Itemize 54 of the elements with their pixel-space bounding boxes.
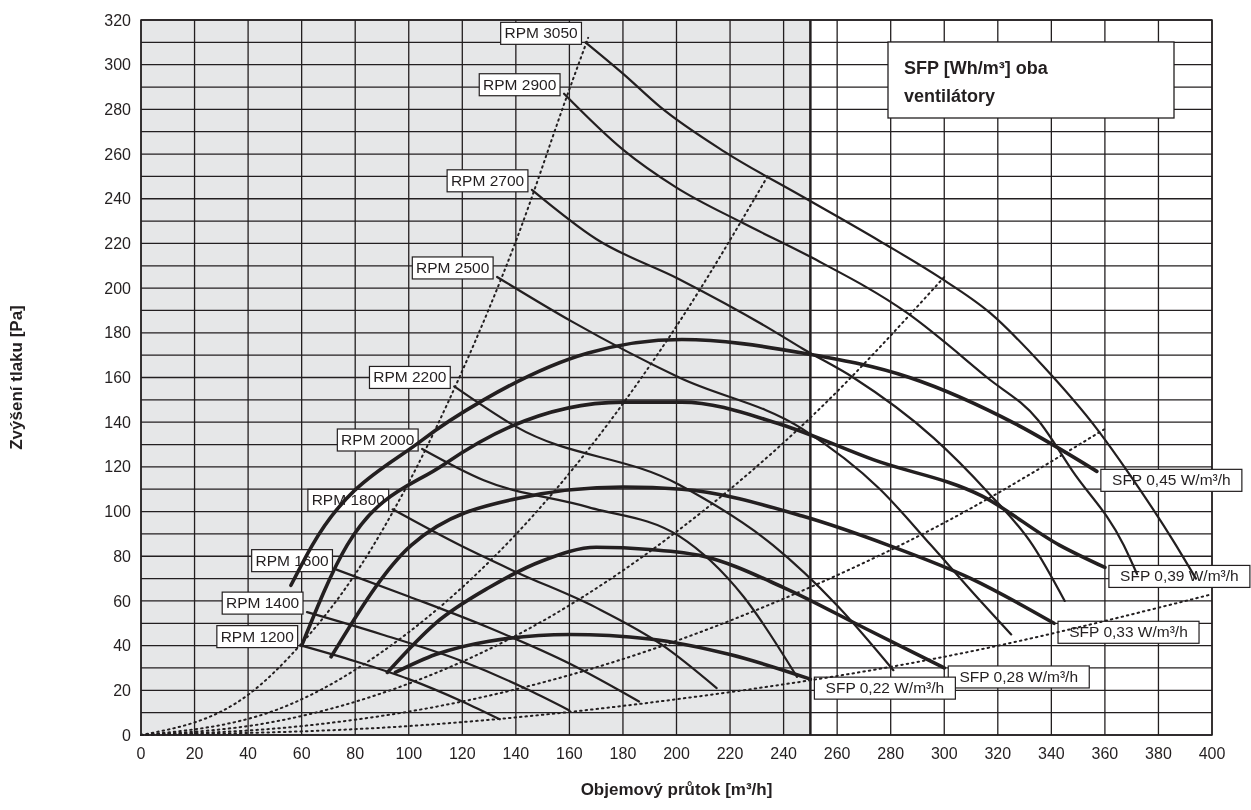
y-tick-label: 300 <box>104 56 132 74</box>
y-tick-label: 60 <box>113 592 132 610</box>
series-label: SFP 0,39 W/m³/h <box>1120 567 1239 585</box>
series-label: SFP 0,33 W/m³/h <box>1069 623 1188 641</box>
x-tick-label: 20 <box>185 745 204 762</box>
y-tick-label: 180 <box>104 324 132 342</box>
y-axis-title: Zvýšení tlaku [Pa] <box>7 305 26 450</box>
x-tick-label: 100 <box>395 745 423 762</box>
x-tick-label: 60 <box>292 745 311 762</box>
y-tick-label: 280 <box>104 100 132 118</box>
x-axis-title: Objemový průtok [m³/h] <box>580 780 773 799</box>
x-tick-label: 160 <box>556 745 583 762</box>
x-tick-label: 200 <box>663 745 690 762</box>
series-label: RPM 1400 <box>225 594 300 612</box>
series-label: RPM 3050 <box>504 24 579 42</box>
y-tick-label: 120 <box>104 458 132 476</box>
y-tick-label: 0 <box>122 726 132 744</box>
x-tick-label: 300 <box>930 745 958 762</box>
x-tick-label: 0 <box>136 745 146 762</box>
x-tick-label: 40 <box>239 745 258 762</box>
series-label: RPM 2500 <box>416 258 490 276</box>
y-tick-label: 40 <box>113 637 132 655</box>
y-tick-label: 200 <box>104 279 132 297</box>
x-tick-label: 80 <box>346 745 365 762</box>
x-tick-label: 340 <box>1038 745 1065 762</box>
annotation: SFP [Wh/m³] oba ventilátory <box>904 58 1049 106</box>
x-tick-label: 220 <box>716 745 744 762</box>
series-label: RPM 2200 <box>373 368 447 386</box>
x-tick-label: 240 <box>770 745 798 762</box>
series-label: RPM 2000 <box>341 431 415 448</box>
series-label: RPM 2700 <box>450 171 525 189</box>
y-tick-label: 260 <box>104 145 132 163</box>
series-label: SFP 0,22 W/m³/h <box>825 679 945 697</box>
x-tick-label: 260 <box>823 745 851 762</box>
y-tick-label: 20 <box>113 681 132 699</box>
y-tick-label: 240 <box>104 190 132 208</box>
y-tick-label: 100 <box>104 503 132 521</box>
x-tick-label: 180 <box>609 745 637 762</box>
x-tick-label: 120 <box>448 745 476 762</box>
series-label: RPM 2900 <box>483 75 557 93</box>
series-label: SFP 0,28 W/m³/h <box>959 667 1079 685</box>
y-tick-label: 140 <box>104 413 132 431</box>
y-tick-label: 160 <box>104 369 132 387</box>
note-box: SFP [Wh/m³] oba ventilátory <box>887 41 1175 119</box>
x-tick-label: 360 <box>1091 745 1119 762</box>
series-label: RPM 1200 <box>220 627 295 645</box>
y-tick-label: 80 <box>113 547 132 565</box>
x-tick-label: 140 <box>502 745 530 762</box>
y-tick-label: 220 <box>104 235 132 253</box>
y-tick-label: 320 <box>104 11 132 29</box>
x-tick-label: 320 <box>984 745 1012 762</box>
x-tick-label: 280 <box>877 745 905 762</box>
x-tick-label: 400 <box>1198 745 1226 762</box>
x-tick-label: 380 <box>1145 745 1172 762</box>
